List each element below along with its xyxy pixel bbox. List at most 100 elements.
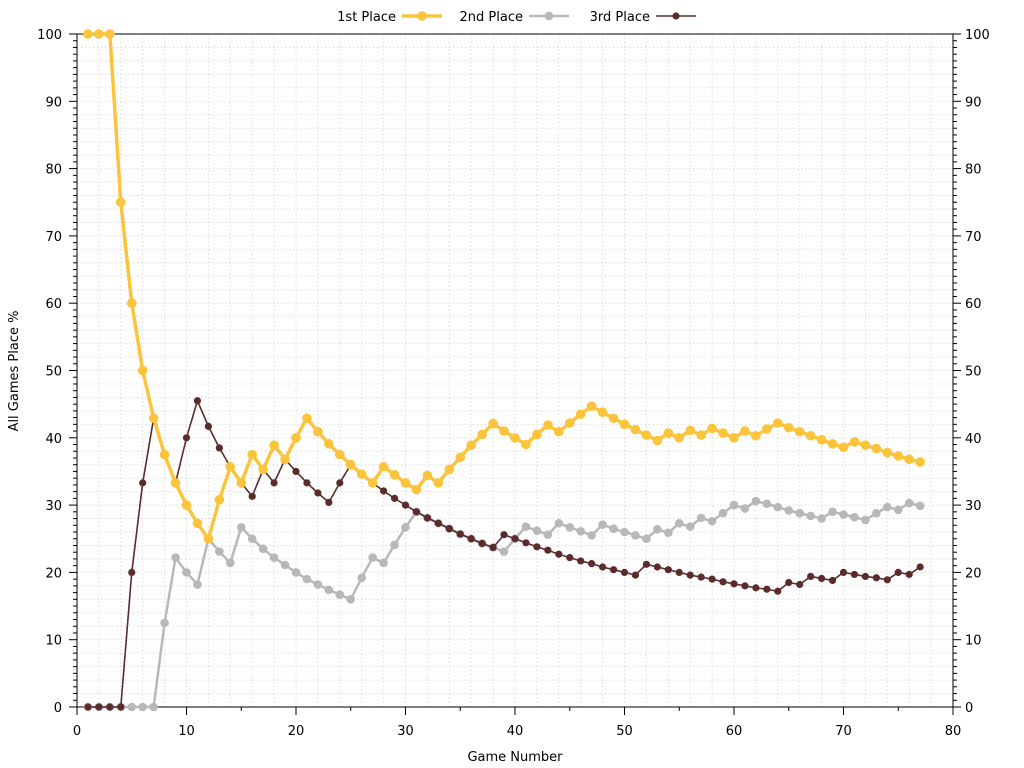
y-tick-label-left: 60 bbox=[45, 297, 62, 312]
data-point bbox=[543, 530, 553, 540]
data-point bbox=[401, 501, 410, 509]
legend: 1st Place 2nd Place 3rd Place bbox=[337, 10, 696, 25]
data-point bbox=[368, 553, 377, 562]
data-point bbox=[631, 571, 640, 579]
data-point bbox=[280, 560, 290, 570]
data-point bbox=[148, 413, 159, 424]
data-point bbox=[456, 530, 464, 538]
data-point bbox=[718, 508, 728, 518]
y-tick-label-right: 100 bbox=[965, 28, 990, 43]
data-point bbox=[806, 511, 815, 521]
data-point bbox=[762, 499, 772, 509]
data-point bbox=[598, 520, 607, 529]
data-point bbox=[116, 197, 126, 208]
data-point bbox=[203, 533, 214, 544]
y-tick-label-left: 70 bbox=[45, 230, 62, 245]
data-point bbox=[499, 426, 509, 436]
data-point bbox=[248, 492, 256, 500]
data-point bbox=[828, 576, 837, 585]
data-point bbox=[586, 401, 597, 411]
data-point bbox=[500, 531, 508, 539]
data-point bbox=[620, 527, 629, 537]
data-point bbox=[499, 547, 509, 556]
legend-label: 3rd Place bbox=[590, 10, 650, 25]
data-point bbox=[236, 523, 246, 532]
data-point bbox=[707, 423, 717, 434]
y-tick-label-right: 30 bbox=[965, 499, 982, 514]
data-point bbox=[608, 413, 619, 424]
data-point bbox=[696, 430, 706, 440]
data-point bbox=[280, 454, 290, 465]
data-point bbox=[83, 29, 93, 39]
data-point bbox=[609, 566, 618, 574]
data-point bbox=[904, 498, 914, 508]
data-point bbox=[762, 424, 772, 434]
data-point bbox=[521, 439, 531, 450]
data-point bbox=[159, 449, 170, 460]
data-point bbox=[631, 531, 640, 540]
data-point bbox=[335, 590, 345, 599]
x-tick-label: 60 bbox=[726, 724, 743, 739]
y-tick-label-left: 100 bbox=[37, 28, 62, 43]
data-point bbox=[204, 422, 212, 430]
y-tick-label-left: 20 bbox=[45, 566, 62, 581]
data-point bbox=[380, 487, 388, 495]
data-point bbox=[893, 505, 903, 515]
data-point bbox=[741, 582, 749, 590]
data-point bbox=[729, 433, 739, 443]
data-point bbox=[861, 515, 870, 525]
data-point bbox=[663, 428, 674, 438]
data-point bbox=[642, 560, 651, 568]
data-point bbox=[774, 587, 782, 595]
data-point bbox=[313, 426, 323, 437]
data-point bbox=[434, 519, 442, 527]
data-point bbox=[378, 461, 389, 472]
legend-label: 1st Place bbox=[337, 10, 396, 25]
data-point bbox=[139, 479, 147, 487]
data-point bbox=[763, 585, 771, 593]
y-tick-label-left: 30 bbox=[45, 499, 62, 514]
data-point bbox=[785, 578, 793, 587]
data-point bbox=[302, 413, 312, 424]
data-point bbox=[269, 553, 279, 562]
data-point bbox=[652, 435, 663, 446]
data-point bbox=[356, 469, 367, 479]
data-point bbox=[401, 523, 410, 532]
data-point bbox=[816, 435, 827, 445]
data-point bbox=[554, 518, 564, 528]
data-point bbox=[674, 433, 685, 443]
data-point bbox=[127, 702, 137, 712]
data-point bbox=[236, 478, 247, 488]
data-point bbox=[455, 452, 466, 463]
data-point bbox=[905, 570, 913, 579]
data-point bbox=[872, 508, 881, 518]
x-tick-label: 10 bbox=[178, 724, 195, 739]
data-point bbox=[850, 512, 859, 522]
y-tick-label-right: 0 bbox=[965, 701, 973, 716]
data-point bbox=[357, 573, 367, 583]
data-point bbox=[126, 298, 137, 309]
data-point bbox=[488, 418, 498, 429]
data-point bbox=[291, 568, 301, 577]
data-point bbox=[893, 451, 904, 461]
y-tick-label-right: 80 bbox=[965, 163, 982, 178]
data-point bbox=[466, 440, 477, 451]
x-tick-label: 50 bbox=[616, 724, 633, 739]
data-point bbox=[532, 526, 542, 535]
x-tick-label: 20 bbox=[288, 724, 305, 739]
y-tick-label-left: 40 bbox=[45, 432, 62, 447]
data-point bbox=[587, 531, 596, 540]
data-point bbox=[510, 433, 520, 443]
data-point bbox=[664, 528, 673, 537]
data-point bbox=[522, 539, 530, 547]
data-point bbox=[849, 437, 860, 447]
data-point bbox=[269, 440, 279, 451]
data-point bbox=[171, 553, 180, 562]
data-point bbox=[599, 563, 607, 571]
data-point bbox=[313, 580, 323, 589]
data-point bbox=[740, 426, 750, 436]
y-tick-label-right: 20 bbox=[965, 566, 982, 581]
y-tick-label-right: 90 bbox=[965, 95, 982, 110]
data-point bbox=[532, 429, 542, 440]
data-point bbox=[827, 439, 838, 449]
